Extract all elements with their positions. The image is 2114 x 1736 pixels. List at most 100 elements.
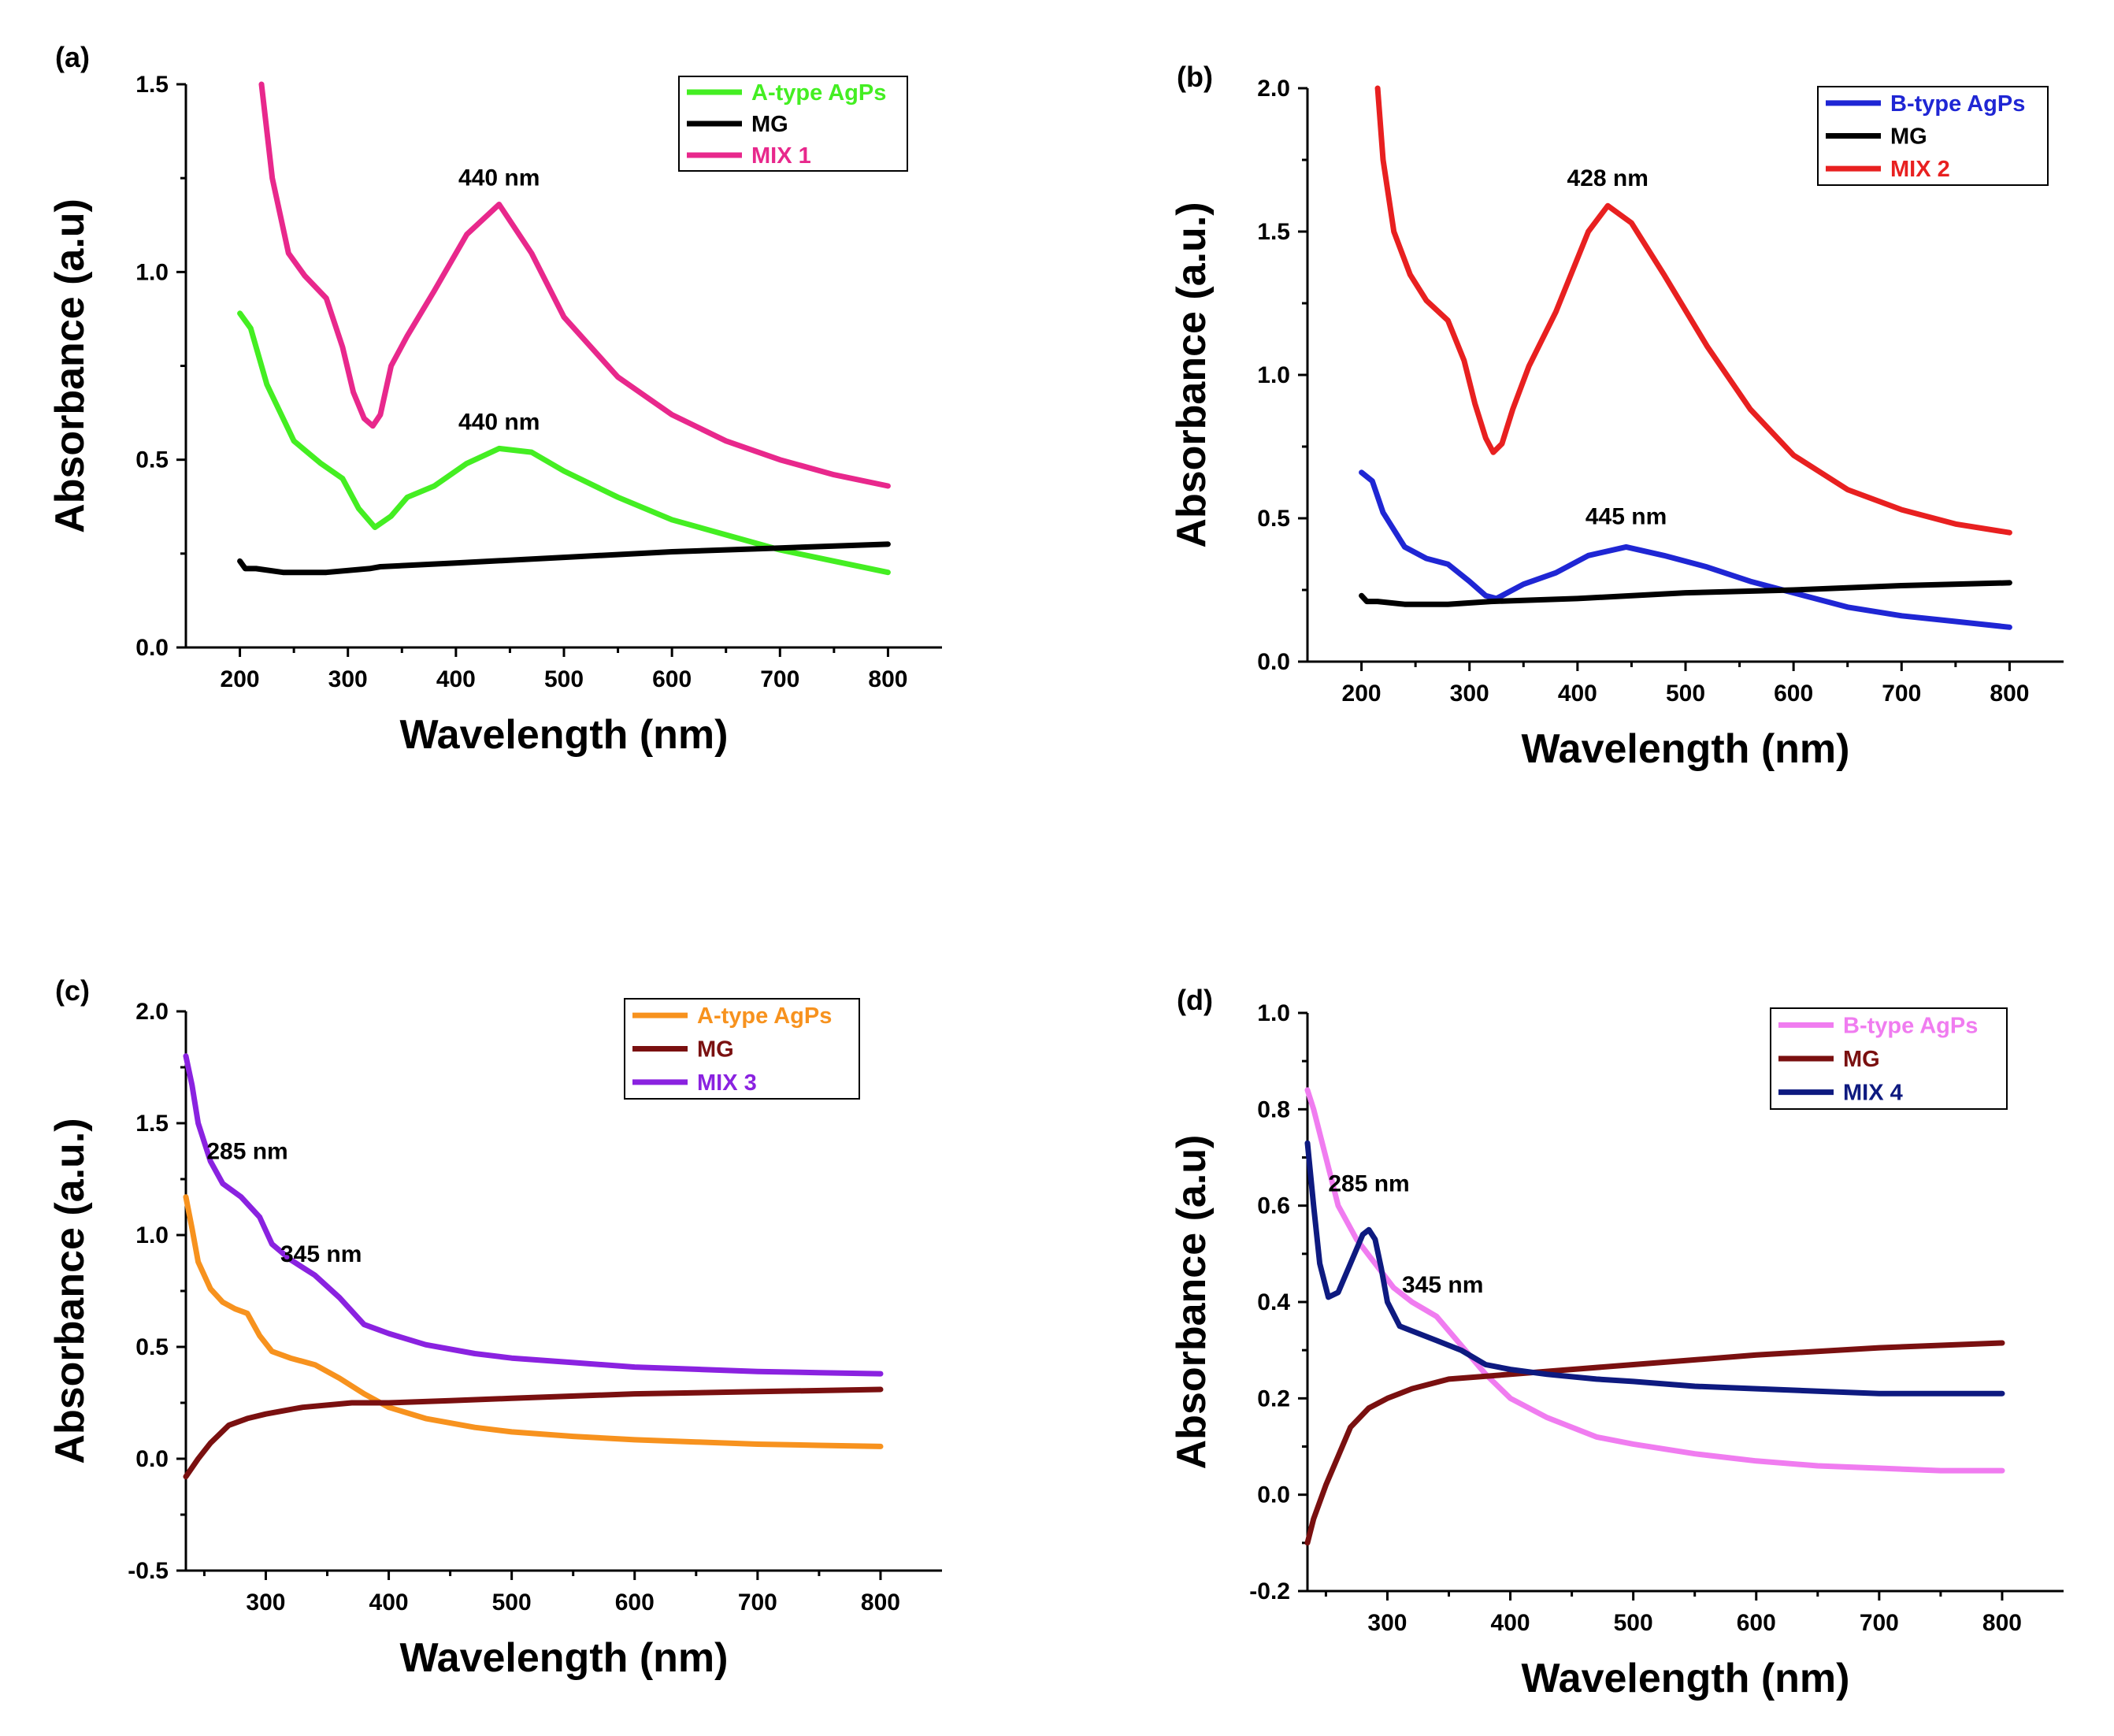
y-axis-title: Absorbance (a.u.)	[1169, 202, 1215, 547]
series-line-mg	[1359, 580, 2012, 607]
legend: A-type AgPs MG MIX 3	[624, 998, 860, 1100]
y-tick-label: 0.5	[1257, 506, 1290, 532]
x-axis-title: Wavelength (nm)	[1522, 1656, 1850, 1701]
peak-annotation: 440 nm	[458, 410, 540, 436]
legend: B-type AgPs MG MIX 2	[1817, 86, 2049, 186]
x-axis-title: Wavelength (nm)	[400, 712, 729, 758]
peak-annotation: 285 nm	[1328, 1170, 1409, 1196]
x-tick-label: 500	[1614, 1610, 1653, 1636]
chart-panel-1: (a) 200 300 400 500 600 700 800 0.0 0.5 1.0 1.5 Wave…	[47, 41, 942, 758]
peak-annotation: 285 nm	[206, 1138, 287, 1164]
series-line-a-type-agps	[237, 310, 891, 576]
y-tick-label: 1.5	[135, 72, 169, 98]
x-tick-label: 600	[615, 1589, 655, 1615]
legend-label: MG	[1843, 1047, 1880, 1072]
legend-label: MG	[697, 1037, 734, 1063]
x-tick-label: 700	[1860, 1610, 1899, 1636]
series-line-mix-3	[183, 1053, 884, 1377]
legend: B-type AgPs MG MIX 4	[1770, 1007, 2008, 1110]
y-tick-label: 1.5	[135, 1111, 169, 1137]
y-tick-label: -0.2	[1249, 1578, 1290, 1604]
legend: A-type AgPs MG MIX 1	[678, 76, 908, 172]
x-tick-label: 300	[246, 1589, 285, 1615]
y-tick-label: 1.0	[1257, 1000, 1290, 1026]
y-axis-title: Absorbance (a.u)	[47, 198, 93, 533]
legend-label: MG	[751, 112, 788, 137]
x-tick-label: 600	[652, 666, 692, 692]
peak-annotation: 428 nm	[1567, 165, 1649, 191]
y-axis-title: Absorbance (a.u.)	[47, 1118, 93, 1463]
x-tick-label: 300	[1367, 1610, 1407, 1636]
x-tick-label: 600	[1774, 681, 1813, 707]
legend-label: B-type AgPs	[1890, 91, 2025, 117]
y-tick-label: 0.2	[1257, 1385, 1290, 1411]
y-tick-label: 2.0	[135, 999, 169, 1025]
y-tick-label: 1.5	[1257, 219, 1290, 245]
panel-label: (a)	[55, 41, 90, 73]
legend-label: MG	[1890, 124, 1927, 150]
panel-label: (b)	[1177, 61, 1213, 93]
legend-label: MIX 4	[1843, 1081, 1903, 1106]
y-tick-label: 2.0	[1257, 76, 1290, 102]
y-axis-title: Absorbance (a.u)	[1169, 1135, 1215, 1470]
peak-annotation: 345 nm	[280, 1241, 362, 1267]
chart-panel-2: (b) 200 300 400 500 600 700 800 0.0 0.5 1.0 1.5 2.0 W…	[1169, 61, 2064, 772]
peak-annotation: 345 nm	[1402, 1272, 1483, 1298]
x-tick-label: 400	[436, 666, 476, 692]
peak-annotation: 445 nm	[1586, 503, 1667, 529]
x-axis-title: Wavelength (nm)	[1522, 726, 1850, 772]
y-tick-label: 0.5	[135, 1334, 169, 1360]
series-line-mix-4	[1304, 1140, 2005, 1397]
y-tick-label: 0.4	[1257, 1289, 1290, 1315]
y-tick-label: 0.6	[1257, 1193, 1290, 1219]
x-tick-label: 800	[1990, 681, 2029, 707]
legend-label: A-type AgPs	[751, 80, 886, 106]
y-tick-label: 0.0	[135, 635, 169, 661]
chart-panel-3: (c) 300 400 500 600 700 800 -0.5 0.0 0.5 1.0 1.5 2.0…	[47, 974, 942, 1681]
x-tick-label: 700	[1882, 681, 1921, 707]
panel-label: (c)	[55, 974, 90, 1007]
x-tick-label: 800	[868, 666, 907, 692]
x-tick-label: 600	[1737, 1610, 1776, 1636]
y-tick-label: 0.0	[135, 1446, 169, 1472]
y-tick-label: 0.5	[135, 447, 169, 473]
y-tick-label: 0.0	[1257, 1482, 1290, 1508]
series-line-mg	[1304, 1340, 2005, 1546]
y-tick-label: 0.8	[1257, 1096, 1290, 1122]
x-tick-label: 700	[738, 1589, 777, 1615]
series-line-mg	[183, 1386, 884, 1480]
peak-annotation: 440 nm	[458, 165, 540, 191]
x-tick-label: 700	[760, 666, 799, 692]
series-line-mg	[237, 541, 891, 576]
x-tick-label: 400	[369, 1589, 409, 1615]
x-tick-label: 400	[1491, 1610, 1530, 1636]
x-tick-label: 200	[221, 666, 260, 692]
legend-label: MIX 1	[751, 143, 811, 169]
chart-panel-4: (d) 300 400 500 600 700 800 -0.2 0.0 0.2 0.4 0.6 0.8…	[1169, 984, 2064, 1701]
x-axis-title: Wavelength (nm)	[400, 1635, 729, 1681]
x-tick-label: 300	[328, 666, 368, 692]
x-tick-label: 500	[492, 1589, 532, 1615]
legend-label: B-type AgPs	[1843, 1013, 1978, 1038]
legend-label: MIX 3	[697, 1070, 757, 1096]
y-tick-label: 1.0	[135, 259, 169, 285]
y-tick-label: 0.0	[1257, 649, 1290, 675]
y-tick-label: -0.5	[128, 1558, 169, 1584]
x-tick-label: 500	[544, 666, 584, 692]
x-tick-label: 300	[1450, 681, 1489, 707]
x-tick-label: 500	[1666, 681, 1705, 707]
series-line-b-type-agps	[1359, 469, 2012, 630]
legend-label: MIX 2	[1890, 157, 1950, 182]
x-tick-label: 800	[861, 1589, 900, 1615]
series-line-mix-1	[258, 81, 891, 489]
legend-label: A-type AgPs	[697, 1003, 832, 1029]
x-tick-label: 200	[1342, 681, 1382, 707]
y-tick-label: 1.0	[135, 1222, 169, 1248]
y-tick-label: 1.0	[1257, 362, 1290, 388]
panel-label: (d)	[1177, 984, 1213, 1016]
series-line-mix-2	[1374, 85, 2012, 536]
series-line-a-type-agps	[183, 1194, 884, 1449]
x-tick-label: 400	[1558, 681, 1597, 707]
x-tick-label: 800	[1982, 1610, 2022, 1636]
